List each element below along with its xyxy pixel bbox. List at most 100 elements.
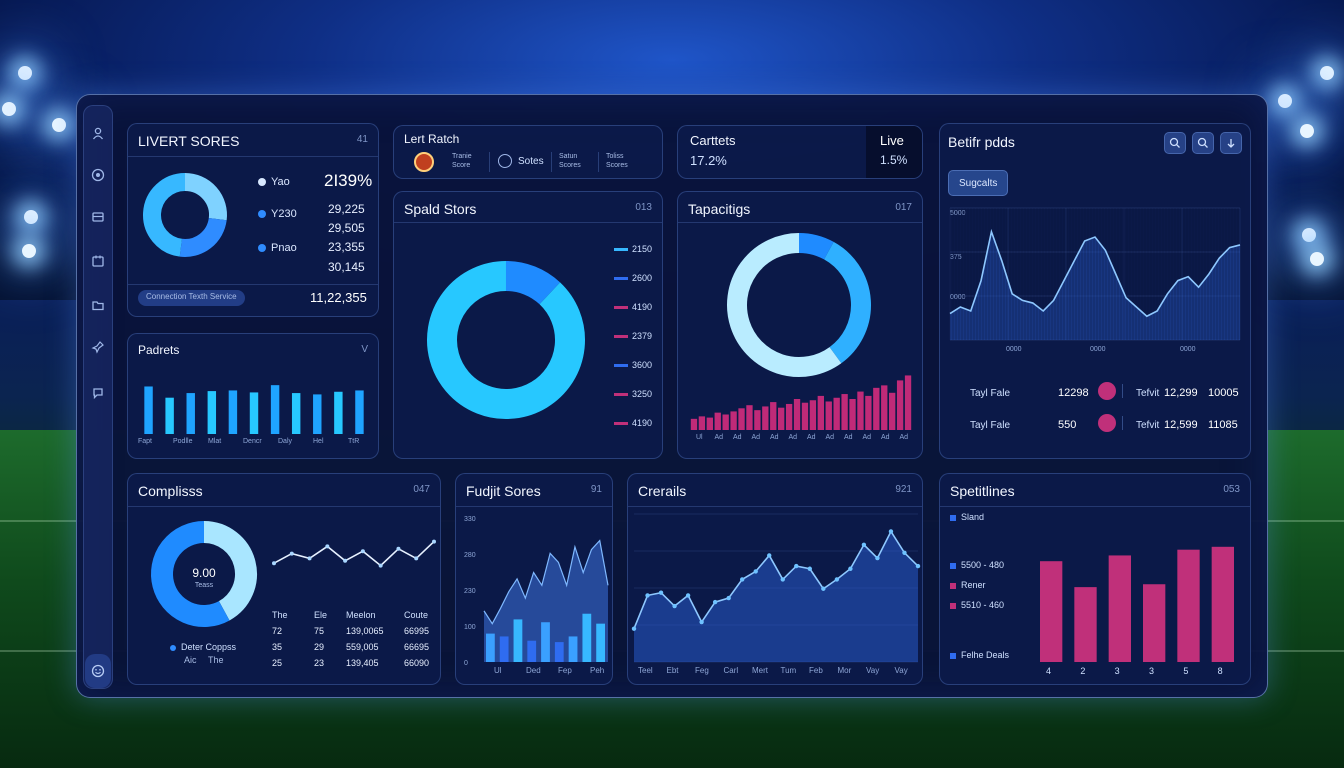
compliances-legend-sub2: The (208, 655, 224, 665)
capabilities-bar (770, 402, 777, 430)
sports-timelines-bar (1143, 584, 1166, 662)
products-bar (270, 385, 280, 434)
capabilities-bar (690, 418, 698, 430)
folder-icon[interactable] (89, 296, 107, 314)
compliances-legend-sub1: Aic (184, 655, 197, 665)
capabilities-x-tick: Ad (862, 434, 872, 441)
credits-x-tick: Mert (752, 666, 768, 675)
smiley-icon[interactable] (85, 654, 111, 688)
betting-odds-y-tick-0: 5000 (950, 210, 966, 217)
credits-point (712, 599, 718, 605)
pin-icon[interactable] (89, 338, 107, 356)
capabilities-x-tick: Ad (825, 434, 835, 441)
products-bar (334, 391, 343, 434)
budget-scores-bar (513, 619, 523, 662)
capabilities-bar (706, 417, 713, 430)
compliances-table-cell: 139,0065 (346, 626, 384, 636)
budget-scores-y-tick: 0 (464, 660, 468, 667)
target-icon[interactable] (89, 166, 107, 184)
products-title: Padrets (138, 343, 180, 357)
compliances-table-cell: 66090 (404, 658, 430, 668)
chat-icon[interactable] (89, 384, 107, 402)
compliances-point (343, 558, 348, 563)
search-icon[interactable] (1164, 132, 1186, 154)
sports-scores-legend-swatch (614, 364, 628, 367)
products-x-tick: Hel (313, 438, 324, 445)
live-scores-slice-1 (179, 217, 227, 257)
compliances-table-header: Meelon (346, 610, 376, 620)
betting-odds-tab[interactable]: Sugcalts (948, 170, 1009, 196)
credits-point (645, 593, 650, 598)
live-scores-donut-chart (143, 173, 227, 257)
odds-row-0-v3: 10005 (1208, 387, 1239, 399)
compliances-table-header: The (272, 610, 288, 620)
odds-row-1-v2: 12,599 (1164, 419, 1198, 431)
live-scores-value-2: 29,505 (328, 221, 365, 235)
sports-scores-legend-value: 2150 (632, 244, 653, 254)
credits-point (794, 563, 799, 569)
odds-row-1-label: Tayl Fale (970, 420, 1011, 431)
sports-timelines-legend-item: 5500 - 480 (950, 560, 1004, 570)
budget-scores-bar (527, 640, 537, 662)
last-match-title: Lert Ratch (404, 132, 460, 146)
compliances-table-cell: 23 (314, 658, 325, 668)
capabilities-bar (785, 403, 793, 430)
credits-point (658, 590, 664, 595)
sports-scores-legend-value: 3600 (632, 360, 653, 370)
products-x-tick: TtR (348, 438, 360, 445)
compliances-point (360, 549, 365, 554)
last-match-item-3: Toliss Scores (606, 153, 628, 169)
budget-scores-x-tick: Ul (494, 666, 502, 675)
credits-x-tick: Vay (866, 666, 880, 675)
odds-row-0-label: Tayl Fale (970, 388, 1011, 399)
zoom-icon[interactable] (1192, 132, 1214, 154)
credits-x-tick: Feg (695, 666, 709, 675)
compliances-table-cell: 139,405 (346, 658, 379, 668)
capabilities-code: 017 (895, 202, 912, 213)
credits-point (699, 619, 704, 625)
capabilities-bar (714, 412, 721, 430)
budget-scores-chart (483, 539, 609, 662)
compliances-table-cell: 29 (314, 642, 325, 652)
sports-timelines-legend-label: Rener (961, 580, 986, 590)
live-scores-footer-label[interactable]: Connection Texth Service (138, 290, 245, 306)
capabilities-bar (881, 385, 888, 430)
compliances-table-cell: 25 (272, 658, 283, 668)
calendar-icon[interactable] (89, 252, 107, 270)
compliances-table-cell: 66695 (404, 642, 430, 652)
capabilities-x-tick: Ad (770, 434, 779, 441)
sports-timelines-legend-swatch (950, 602, 956, 609)
products-bar (249, 392, 259, 434)
credits-point (767, 553, 772, 558)
live-scores-value-1: 29,225 (328, 202, 365, 216)
capabilities-bar (825, 401, 832, 430)
last-match-item-2: Satun Scores (559, 153, 581, 169)
credits-area (634, 531, 918, 662)
credits-point (915, 563, 921, 569)
odds-row-0-v2: 12,299 (1164, 387, 1198, 399)
sports-scores-legend-value: 2379 (632, 331, 653, 341)
live-scores-value-0: 2I39% (324, 171, 373, 190)
sports-timelines-bar (1040, 561, 1063, 662)
compliances-title: Complisss (138, 483, 203, 499)
capabilities-bar (754, 410, 761, 430)
betting-odds-y-tick-1: 375 (950, 254, 962, 261)
capabilities-bar (793, 399, 801, 430)
compliances-point (307, 556, 312, 561)
credits-point (807, 566, 813, 571)
credits-x-tick: Tum (780, 666, 797, 675)
credits-point (726, 595, 731, 601)
sports-scores-donut-chart (427, 261, 585, 419)
last-match-panel: Lert Ratch Tranie Score Sotes Satun Scores… (393, 125, 663, 179)
odds-row-1-label2: Tefvit (1136, 420, 1160, 431)
compliances-point (396, 546, 401, 551)
inbox-icon[interactable] (89, 208, 107, 226)
live-scores-legend-3: Pnao (258, 242, 297, 254)
user-icon[interactable] (89, 124, 107, 142)
arrow-icon[interactable] (1220, 132, 1242, 154)
last-match-item-1: Sotes (518, 156, 544, 167)
compliances-slice-0 (203, 521, 257, 621)
budget-scores-bar (541, 622, 550, 662)
sports-timelines-legend-swatch (950, 652, 956, 659)
sports-scores-title: Spald Stors (404, 201, 477, 217)
